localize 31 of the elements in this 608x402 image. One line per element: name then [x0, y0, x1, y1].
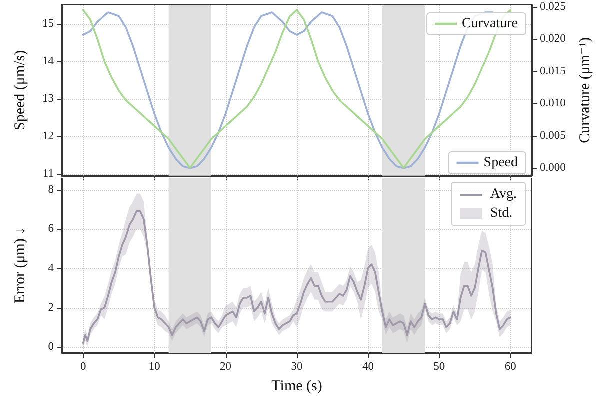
y2-tick-label: 0.005: [540, 130, 566, 142]
legend-label: Speed: [484, 156, 518, 170]
x-tick-label: 50: [434, 361, 446, 373]
y-tick-label: 12: [42, 130, 54, 142]
y2-tick-label: 0.015: [540, 65, 566, 78]
y-tick-label: 11: [42, 168, 54, 180]
y2-axis-title: Curvature (μm⁻¹): [578, 38, 594, 144]
y-tick-label: 8: [48, 184, 54, 196]
y-tick-label: 14: [42, 55, 54, 68]
y2-tick-label: 0.025: [540, 0, 566, 13]
x-tick-label: 0: [80, 361, 86, 373]
y-tick-label: 2: [48, 302, 54, 314]
y2-tick-label: 0.020: [540, 33, 566, 46]
y-tick-label: 4: [48, 262, 54, 274]
x-tick-label: 40: [362, 361, 374, 373]
legend-label: Curvature: [462, 16, 518, 32]
y-axis-title: Error (μm) ↓: [12, 227, 28, 304]
y-axis-title: Speed (μm/s): [12, 50, 28, 130]
x-tick-label: 20: [220, 361, 232, 373]
y-tick-label: 15: [42, 18, 54, 30]
y2-tick-label: 0.000: [540, 162, 566, 174]
x-tick-label: 60: [504, 361, 517, 373]
y-tick-label: 13: [42, 92, 54, 105]
y-tick-label: 6: [48, 223, 54, 236]
x-tick-label: 10: [148, 361, 161, 373]
annotation: Std.: [490, 206, 513, 222]
legend-label: Avg.: [490, 186, 517, 202]
x-axis-title: Time (s): [272, 378, 322, 394]
y-tick-label: 0: [48, 341, 54, 354]
x-tick-label: 30: [291, 361, 303, 373]
y2-tick-label: 0.010: [540, 98, 566, 110]
